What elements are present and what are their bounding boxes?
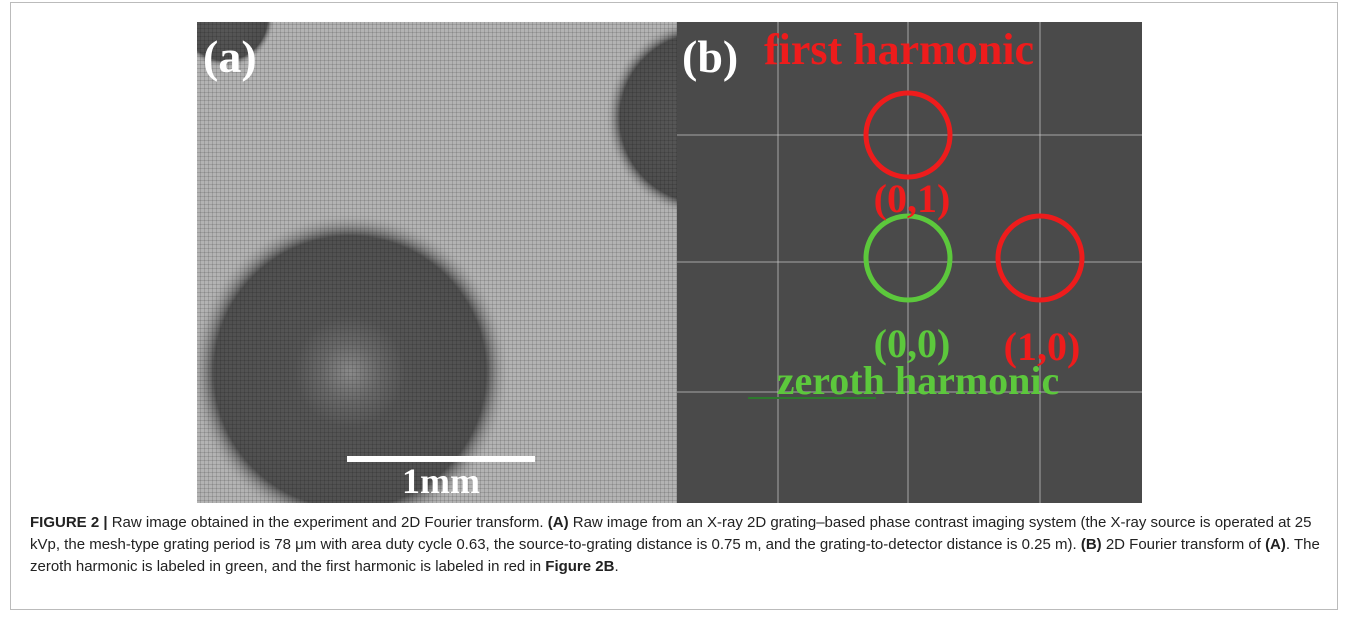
panel-label: (a) bbox=[203, 31, 257, 82]
caption: FIGURE 2 | Raw image obtained in the exp… bbox=[30, 512, 1325, 578]
caption-run: Raw image obtained in the experiment and… bbox=[108, 514, 548, 531]
caption-run: (A) bbox=[1265, 536, 1286, 553]
zeroth-harmonic-label: zeroth harmonic bbox=[777, 358, 1060, 403]
fourier-image bbox=[677, 22, 1142, 503]
scale-bar-label: 1mm bbox=[402, 461, 480, 501]
caption-run: Figure 2B bbox=[545, 558, 614, 575]
caption-run: FIGURE 2 | bbox=[30, 514, 108, 531]
caption-run: (A) bbox=[548, 514, 569, 531]
first-harmonic-label: first harmonic bbox=[764, 25, 1034, 74]
caption-run: 2D Fourier transform of bbox=[1102, 536, 1265, 553]
caption-run: (B) bbox=[1081, 536, 1102, 553]
panel-label: (b) bbox=[682, 31, 738, 82]
order-label: (0,1) bbox=[874, 176, 951, 221]
caption-run: . bbox=[614, 558, 618, 575]
